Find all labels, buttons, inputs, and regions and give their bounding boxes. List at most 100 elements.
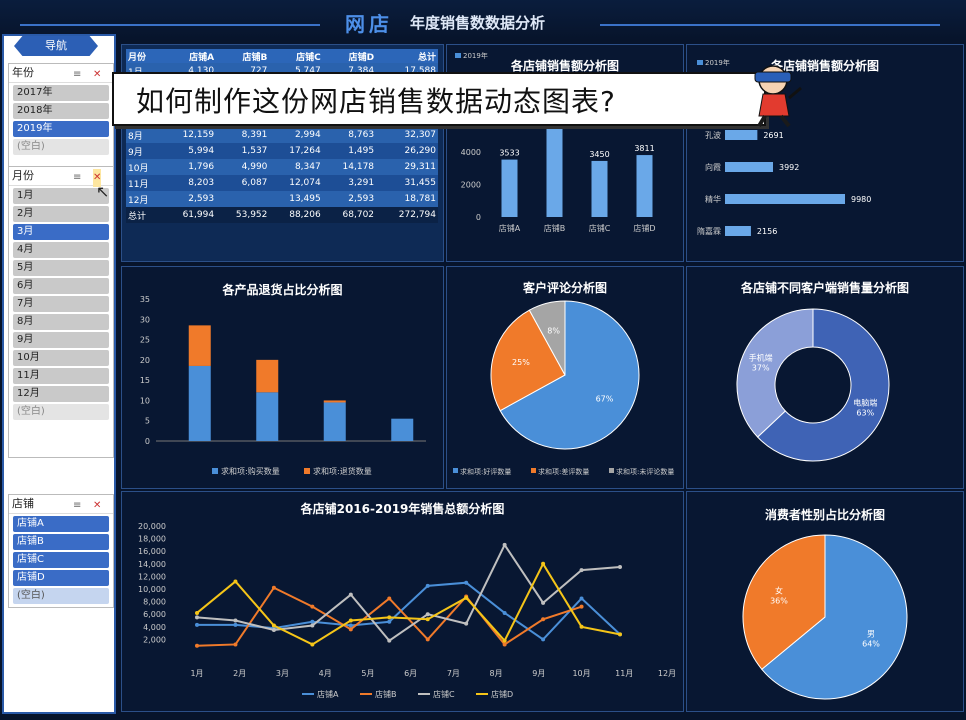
- y-tick-label: 25: [140, 336, 150, 345]
- slicer-month-item[interactable]: 6月: [13, 278, 109, 294]
- table-cell: 11月: [128, 179, 149, 190]
- clear-filter-icon[interactable]: ✕: [93, 500, 102, 511]
- legend-label: 求和项:购买数量: [221, 466, 280, 476]
- y-tick-label: 2,000: [143, 635, 166, 644]
- slicer-store-item[interactable]: 店铺A: [13, 516, 109, 532]
- table-cell: 8,347: [294, 162, 321, 172]
- table-cell: 14,178: [342, 162, 375, 172]
- bar-segment: [188, 325, 211, 366]
- y-tick-label: 6,000: [143, 610, 166, 619]
- slice-label: 电脑端: [853, 398, 877, 408]
- x-tick-label: 11月: [615, 669, 633, 678]
- slicer-year-item[interactable]: 2017年: [13, 85, 109, 101]
- slicer-month-item[interactable]: 8月: [13, 314, 109, 330]
- table-cell: 9月: [128, 147, 143, 158]
- slicer-month-item[interactable]: 12月: [13, 386, 109, 402]
- slicer-year-item[interactable]: 2018年: [13, 103, 109, 119]
- y-tick-label: 10,000: [138, 585, 166, 594]
- chart5-title: 各店铺不同客户端销售量分析图: [740, 281, 909, 295]
- y-tick-label: 精华: [705, 194, 721, 204]
- table-cell: 272,794: [398, 210, 436, 220]
- table-cell: 8,763: [348, 130, 375, 140]
- chart4-title: 客户评论分析图: [522, 281, 607, 295]
- table-row: 12月 2,593 13,495 2,593 18,781: [126, 191, 438, 207]
- clear-filter-icon[interactable]: ✕: [93, 169, 102, 187]
- slicer-month-item[interactable]: 7月: [13, 296, 109, 312]
- legend-label: 店铺C: [433, 689, 455, 699]
- slice-label: 8%: [547, 327, 560, 336]
- panel-sales-lines: 各店铺2016-2019年销售总额分析图 2,000 4,000 6,000 8,00…: [121, 491, 684, 712]
- slicer-month-item[interactable]: 9月: [13, 332, 109, 348]
- table-cell: 2,994: [294, 130, 321, 140]
- table-cell: 12,159: [182, 130, 215, 140]
- multiselect-icon[interactable]: ≡: [73, 500, 82, 511]
- table-cell: 8,203: [188, 178, 215, 188]
- table-cell: 61,994: [182, 210, 215, 220]
- slicer-month-item[interactable]: 1月: [13, 188, 109, 204]
- slicer-month-item[interactable]: 5月: [13, 260, 109, 276]
- slicer-store-item[interactable]: 店铺C: [13, 552, 109, 568]
- panel-return-ratio: 各产品退货占比分析图 0 5 10 15 20 25 30 35 求和项:购买数量 求和项:退货数…: [121, 266, 444, 489]
- slicer-year-header: 年份 ≡ ✕: [9, 64, 113, 83]
- data-point: [348, 618, 353, 623]
- chart2-title: 各店铺销售额分析图: [770, 59, 879, 73]
- data-point: [541, 617, 546, 622]
- y-tick-label: 35: [140, 295, 150, 304]
- slicer-store-item[interactable]: 店铺D: [13, 570, 109, 586]
- y-tick-label: 16,000: [138, 547, 166, 556]
- table-header-cell: 店铺D: [348, 52, 375, 63]
- clear-filter-icon[interactable]: ✕: [93, 69, 102, 80]
- legend-label: 求和项:未评论数量: [616, 467, 674, 476]
- data-point: [233, 622, 238, 627]
- data-point: [310, 619, 315, 624]
- nav-panel: 导航 年份 ≡ ✕ 2017年 2018年 2019年 (空白) 月份 ≡ ✕ 1月 2…: [2, 34, 116, 714]
- slicer-month-item[interactable]: 11月: [13, 368, 109, 384]
- table-cell: 13,495: [289, 194, 321, 204]
- multiselect-icon[interactable]: ≡: [73, 172, 82, 183]
- data-point: [233, 579, 238, 584]
- slice-label: 64%: [862, 640, 880, 649]
- bar: [725, 162, 773, 172]
- table-row: 11月 8,203 6,087 12,074 3,291 31,455: [126, 175, 438, 191]
- nav-badge[interactable]: 导航: [14, 36, 98, 56]
- series-line: [196, 542, 621, 642]
- slicer-month-item[interactable]: (空白): [13, 404, 109, 420]
- slicer-month-item[interactable]: 10月: [13, 350, 109, 366]
- data-point: [348, 623, 353, 628]
- slicer-month-item[interactable]: 4月: [13, 242, 109, 258]
- table-row: 总计 61,994 53,952 88,206 68,702 272,794: [126, 207, 438, 223]
- x-tick-label: 3月: [276, 669, 289, 678]
- table-cell: [216, 191, 269, 207]
- data-point: [579, 604, 584, 609]
- banner-text: 如何制作这份网店销售数据动态图表?: [136, 85, 616, 118]
- panel-client-donut: 各店铺不同客户端销售量分析图 电脑端 63% 手机端 37%: [686, 266, 964, 489]
- slicer-month-item[interactable]: 3月: [13, 224, 109, 240]
- y-tick-label: 12,000: [138, 572, 166, 581]
- legend-label: 求和项:好评数量: [460, 467, 511, 476]
- bar-segment: [256, 392, 279, 441]
- legend-swatch: [531, 468, 536, 473]
- slicer-store-item[interactable]: (空白): [13, 588, 109, 604]
- pie-slice: [490, 309, 566, 412]
- table-cell: 1,796: [188, 162, 215, 172]
- legend-swatch: [697, 60, 703, 65]
- slicer-year-item[interactable]: (空白): [13, 139, 109, 155]
- bar-segment: [256, 359, 279, 393]
- x-tick-label: 店铺D: [633, 223, 655, 233]
- data-label: 3992: [779, 163, 799, 172]
- data-label: 2691: [763, 131, 783, 140]
- slicer-month-item[interactable]: 2月: [13, 206, 109, 222]
- data-point: [195, 643, 199, 648]
- data-point: [618, 564, 622, 569]
- slicer-year-item[interactable]: 2019年: [13, 121, 109, 137]
- slicer-month-label: 月份: [12, 169, 34, 182]
- data-point: [541, 637, 546, 642]
- y-tick-label: 18,000: [138, 535, 166, 544]
- multiselect-icon[interactable]: ≡: [73, 69, 82, 80]
- slicer-store-item[interactable]: 店铺B: [13, 534, 109, 550]
- slice-label: 25%: [512, 358, 530, 367]
- table-cell: 10月: [128, 163, 149, 174]
- legend-swatch: [609, 468, 614, 473]
- table-cell: 12月: [128, 195, 149, 206]
- data-point: [195, 615, 199, 620]
